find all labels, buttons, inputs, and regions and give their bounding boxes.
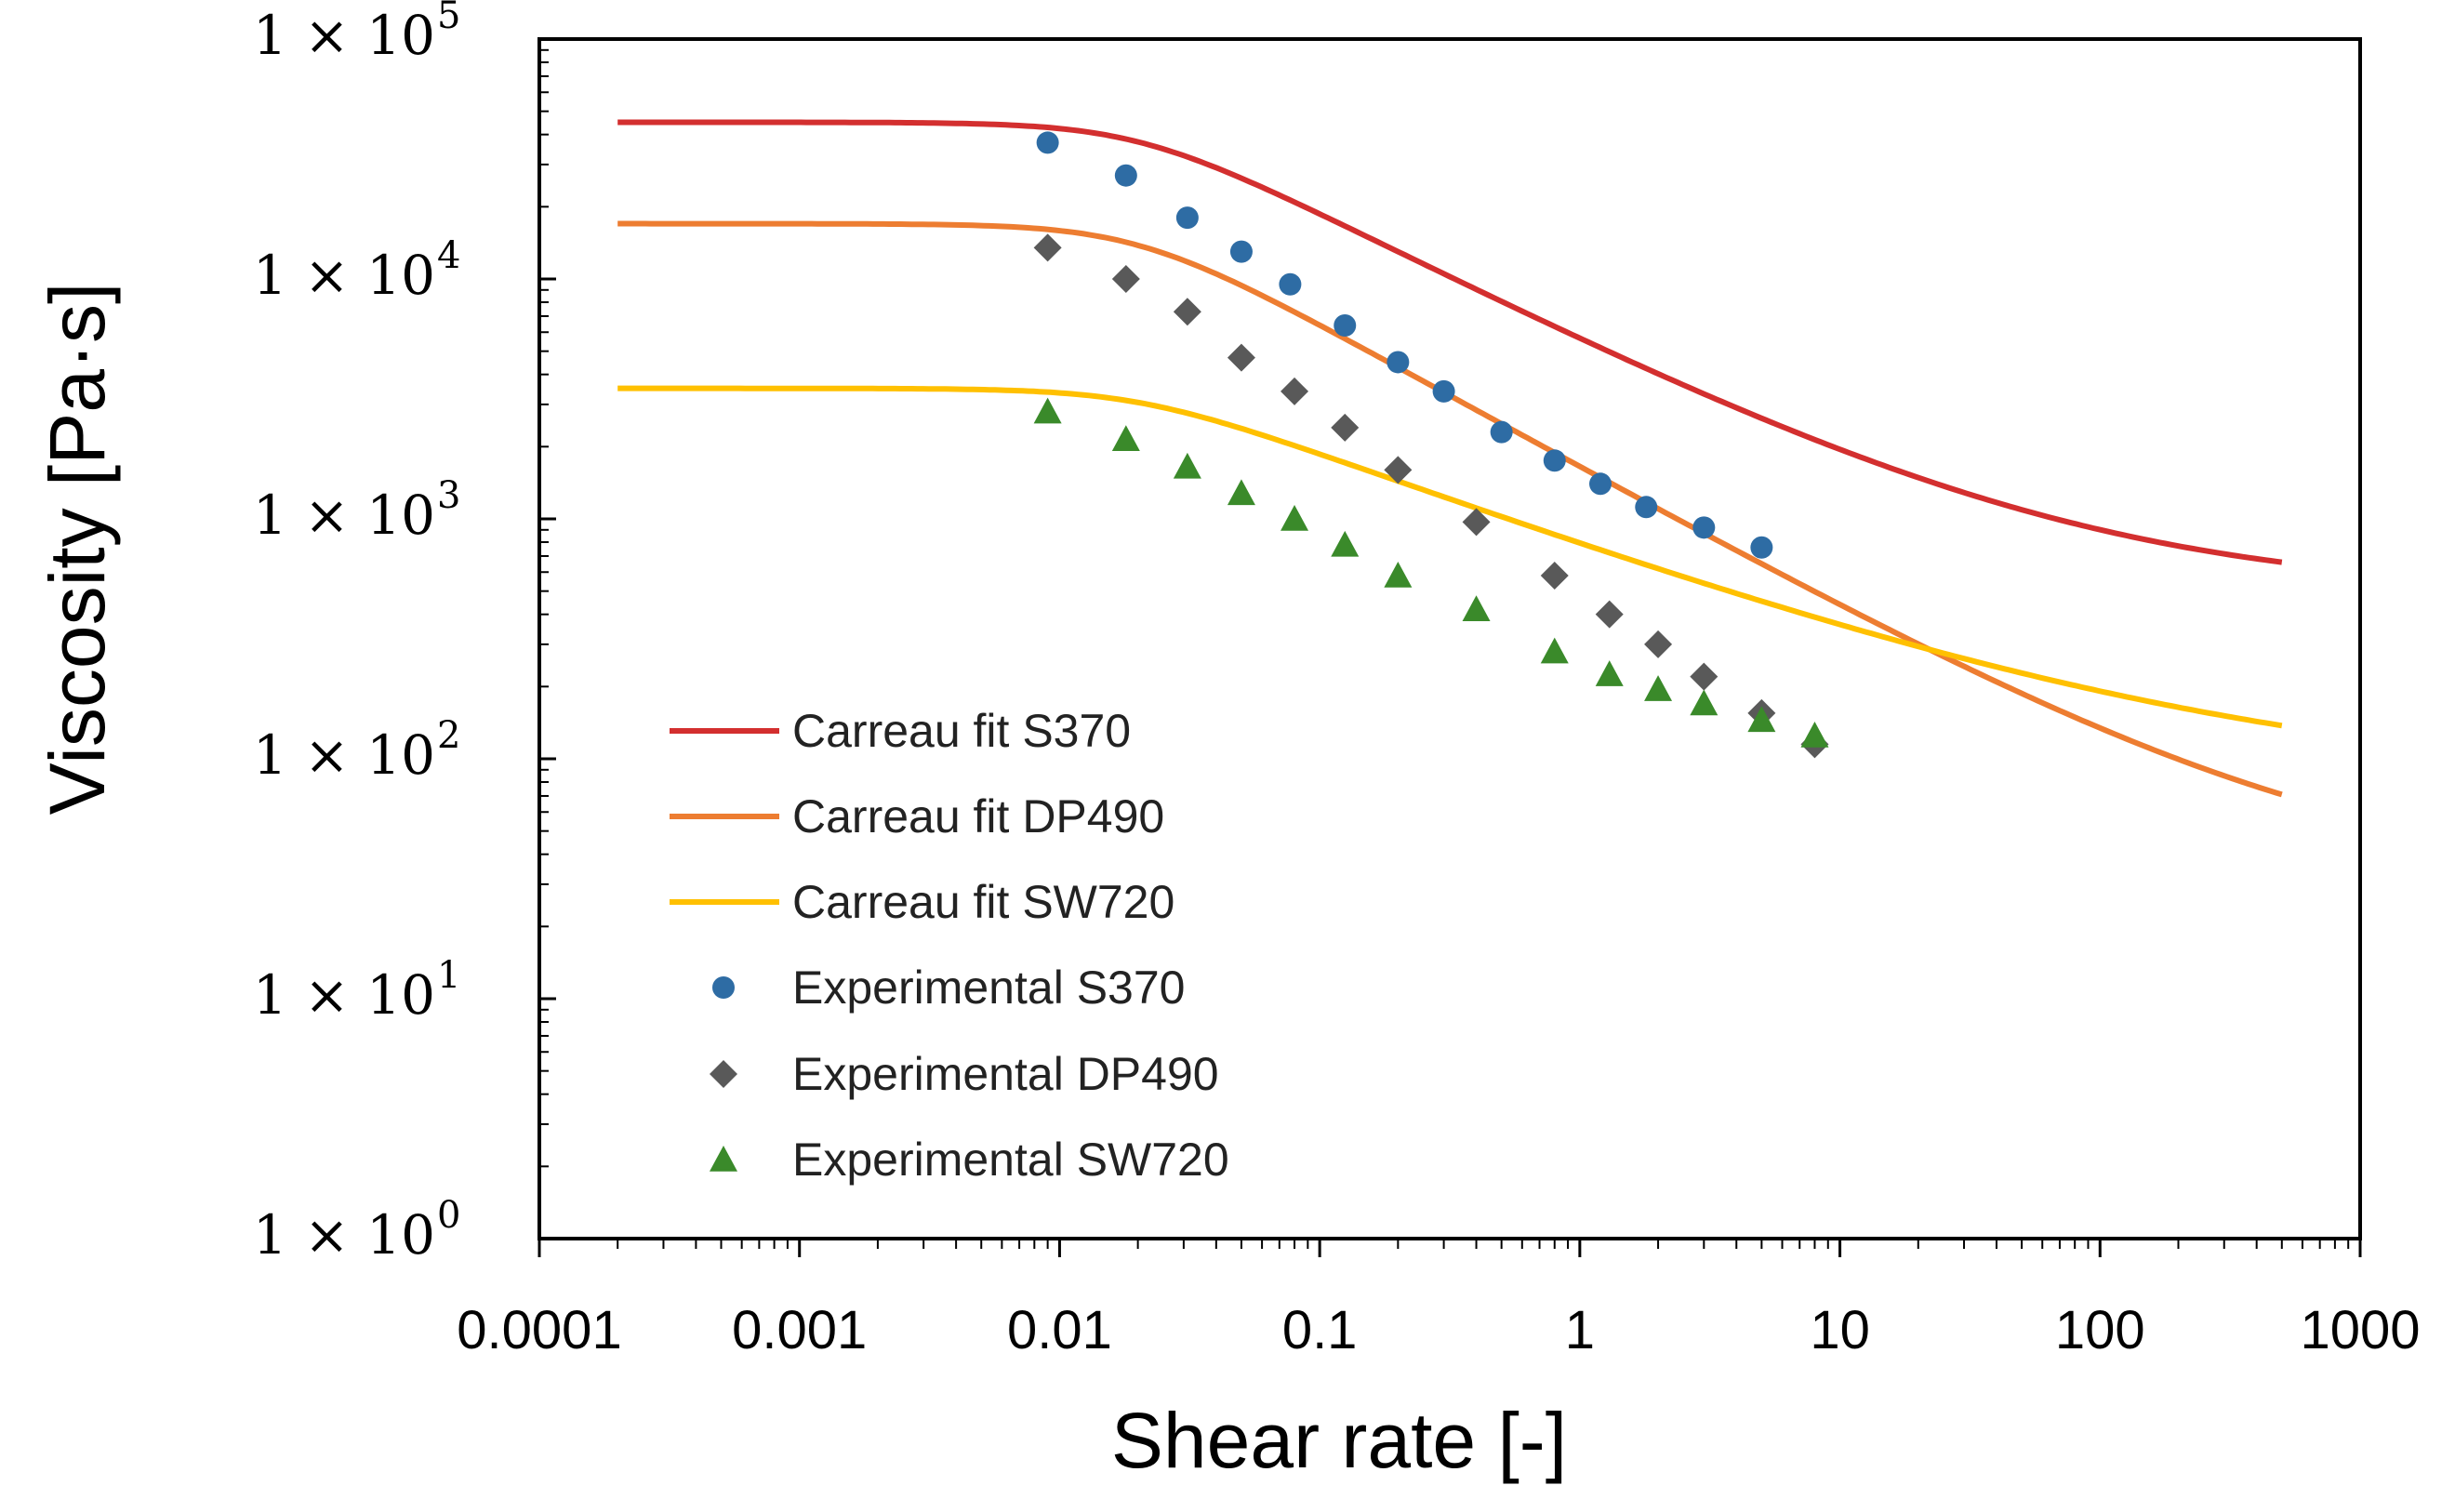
data-point-diamond xyxy=(1690,662,1718,691)
x-tick-label: 0.001 xyxy=(732,1300,867,1360)
data-point-triangle xyxy=(1331,530,1360,557)
data-point-circle xyxy=(1635,496,1658,519)
legend-label: Carreau fit SW720 xyxy=(792,876,1174,928)
x-tick-label: 1 xyxy=(1565,1300,1595,1360)
data-point-triangle xyxy=(710,1146,737,1172)
data-point-diamond xyxy=(1384,456,1413,484)
data-point-circle xyxy=(1114,164,1137,187)
data-point-diamond xyxy=(710,1060,737,1088)
experimental-markers xyxy=(1033,131,1829,759)
y-tick-exponent: 3 xyxy=(437,474,460,517)
y-tick-exponent: 4 xyxy=(437,234,460,277)
data-point-diamond xyxy=(1281,377,1309,405)
data-point-triangle xyxy=(1281,505,1309,531)
legend-label: Carreau fit DP490 xyxy=(792,790,1164,842)
y-tick-label: 1 × 10 xyxy=(253,963,435,1027)
data-point-diamond xyxy=(1173,298,1201,326)
data-point-diamond xyxy=(1227,343,1255,372)
y-tick-exponent: 1 xyxy=(437,954,460,997)
data-point-triangle xyxy=(1644,675,1673,701)
data-point-triangle xyxy=(1747,706,1776,733)
x-tick-label: 1000 xyxy=(2300,1300,2420,1360)
y-tick-label: 1 × 10 xyxy=(253,1203,435,1267)
legend-label: Experimental SW720 xyxy=(792,1134,1229,1186)
y-axis-title: Viscosity [Pa·s] xyxy=(33,283,121,816)
data-point-triangle xyxy=(1111,425,1140,451)
y-tick-exponent: 2 xyxy=(437,714,460,757)
plot-area-frame xyxy=(537,37,2362,1240)
data-point-diamond xyxy=(1111,265,1140,293)
data-point-diamond xyxy=(1331,413,1360,442)
data-point-triangle xyxy=(1033,397,1062,424)
data-point-circle xyxy=(1432,379,1455,403)
data-point-diamond xyxy=(1540,562,1569,590)
legend-label: Experimental DP490 xyxy=(792,1048,1219,1100)
data-point-triangle xyxy=(1800,721,1829,748)
fit-line xyxy=(617,119,2283,565)
data-point-circle xyxy=(1334,314,1357,338)
data-point-circle xyxy=(1692,516,1716,539)
x-tick-label: 10 xyxy=(1810,1300,1870,1360)
x-tick-label: 0.1 xyxy=(1282,1300,1358,1360)
y-tick-exponent: 5 xyxy=(437,0,460,37)
y-tick-label: 1 × 10 xyxy=(253,244,435,307)
data-point-diamond xyxy=(1595,600,1624,629)
data-point-circle xyxy=(1490,420,1513,444)
y-tick-exponent: 0 xyxy=(437,1194,460,1237)
data-point-circle xyxy=(1387,351,1410,374)
data-point-circle xyxy=(1589,472,1612,496)
data-point-triangle xyxy=(1384,562,1413,588)
axis-ticks xyxy=(537,37,2362,1257)
data-point-circle xyxy=(1175,206,1199,230)
data-point-triangle xyxy=(1227,479,1255,506)
x-tick-label: 0.0001 xyxy=(457,1300,621,1360)
data-point-circle xyxy=(1229,240,1253,263)
data-point-triangle xyxy=(1173,452,1201,479)
x-tick-label: 0.01 xyxy=(1007,1300,1112,1360)
y-tick-label: 1 × 10 xyxy=(253,723,435,787)
data-point-circle xyxy=(1279,272,1302,296)
data-point-diamond xyxy=(1644,630,1673,658)
legend: Carreau fit S370 Carreau fit DP490 Carreau… xyxy=(670,705,1229,1186)
legend-label: Experimental S370 xyxy=(792,962,1185,1014)
legend-label: Carreau fit S370 xyxy=(792,705,1131,757)
data-point-triangle xyxy=(1690,689,1718,716)
fit-line xyxy=(617,385,2283,729)
data-point-diamond xyxy=(1462,508,1491,537)
data-point-triangle xyxy=(1462,595,1491,621)
y-tick-label: 1 × 10 xyxy=(253,4,435,67)
x-tick-label: 100 xyxy=(2055,1300,2145,1360)
data-point-circle xyxy=(1750,536,1773,559)
data-point-triangle xyxy=(1540,637,1569,664)
data-point-circle xyxy=(1036,131,1059,154)
y-tick-label: 1 × 10 xyxy=(253,484,435,547)
data-point-triangle xyxy=(1595,660,1624,686)
data-point-circle xyxy=(1543,449,1566,472)
x-axis-title: Shear rate [-] xyxy=(1111,1397,1567,1484)
data-point-diamond xyxy=(1033,233,1062,262)
data-point-circle xyxy=(712,976,735,999)
